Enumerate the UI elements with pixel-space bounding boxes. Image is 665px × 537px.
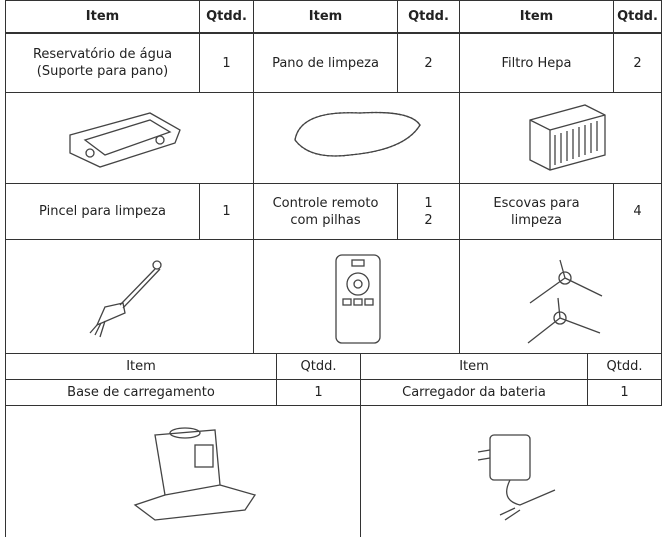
cell: 1 — [276, 379, 361, 406]
cell: 1 — [199, 33, 254, 93]
header-cell: Qtdd. — [199, 0, 254, 33]
header-cell: Item — [5, 353, 277, 380]
header-cell: Qtdd. — [397, 0, 460, 33]
header-cell: Item — [253, 0, 398, 33]
charging-base-icon — [133, 427, 257, 521]
water-tank-icon — [69, 112, 181, 168]
cell: 2 — [397, 33, 460, 93]
cell: Reservatório de água (Suporte para pano) — [5, 33, 200, 93]
border — [360, 406, 361, 537]
header-cell: Item — [360, 353, 588, 380]
cell: Controle remoto com pilhas — [253, 183, 398, 240]
brush-icon — [89, 260, 162, 338]
cell: 1 2 — [397, 183, 460, 240]
cell: Escovas para limpeza — [459, 183, 614, 240]
cell: Pincel para limpeza — [5, 183, 200, 240]
side-brushes-icon — [527, 259, 603, 344]
cell: 1 — [199, 183, 254, 240]
cell: Base de carregamento — [5, 379, 277, 406]
cloth-icon — [294, 111, 421, 157]
remote-icon — [335, 254, 381, 344]
header-cell: Item — [5, 0, 200, 33]
cell: 1 — [587, 379, 662, 406]
cell: Pano de limpeza — [253, 33, 398, 93]
header-cell: Qtdd. — [587, 353, 662, 380]
hepa-filter-icon — [529, 104, 606, 171]
cell: Carregador da bateria — [360, 379, 588, 406]
header-cell: Qtdd. — [613, 0, 662, 33]
header-cell: Qtdd. — [276, 353, 361, 380]
header-cell: Item — [459, 0, 614, 33]
charger-icon — [477, 434, 556, 521]
cell: 4 — [613, 183, 662, 240]
cell: Filtro Hepa — [459, 33, 614, 93]
border — [5, 406, 6, 537]
cell: 2 — [613, 33, 662, 93]
